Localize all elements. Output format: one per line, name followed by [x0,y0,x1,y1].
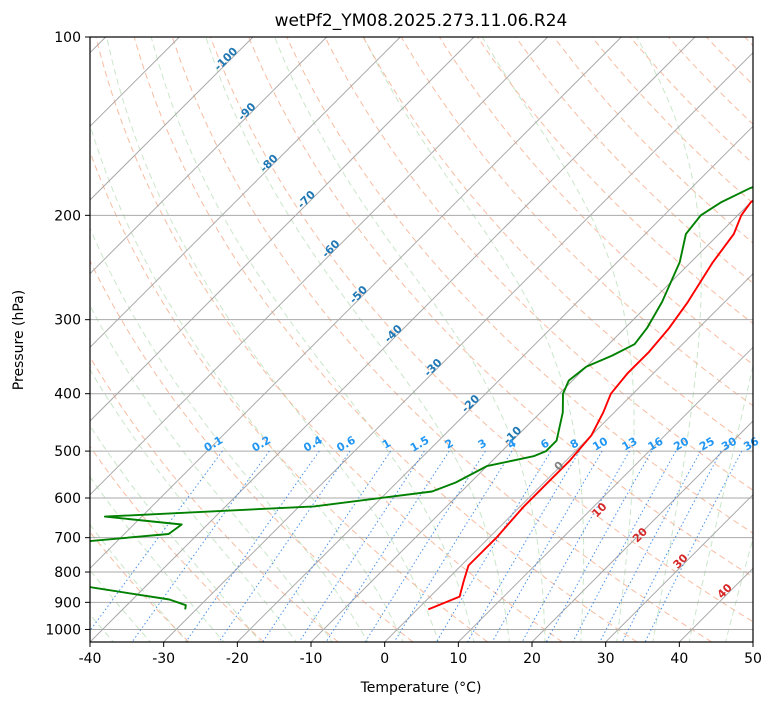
isotherm [90,37,549,496]
isotherm [310,199,753,642]
isotherm [531,420,753,642]
x-tick-label: -30 [152,651,175,667]
dry-adiabat [477,37,753,325]
isotherm [163,51,753,642]
mixing-ratio-line [621,450,722,642]
isotherm [384,272,753,642]
y-tick-label: 500 [54,444,81,460]
mixing-ratio-line [599,450,701,642]
mixing-ratio-line [545,450,653,642]
isotherm [90,37,696,642]
dry-adiabat [515,37,753,284]
x-tick-label: 0 [380,651,389,667]
sounding-layer [90,186,753,611]
dry-adiabat [591,37,753,204]
x-tick-label: -20 [226,651,249,667]
dewpoint-profile [90,186,753,610]
mixing-ratio-line [185,450,320,642]
x-tick-label: 40 [670,651,688,667]
isotherm [236,125,753,642]
x-tick-label: -10 [300,651,323,667]
mixing-ratio-line [644,450,743,642]
moist-adiabat [90,523,188,642]
moist-adiabat [90,226,369,642]
isotherm [457,346,753,642]
x-axis-label: Temperature (°C) [360,680,482,696]
isotherm [90,37,622,570]
dry-adiabat [171,37,712,642]
moist-adiabat [90,123,404,642]
mixing-ratio-line [298,450,425,642]
mixing-ratio-line [218,450,351,642]
dry-adiabat [324,37,753,491]
y-tick-label: 1000 [45,622,81,638]
mixing-ratio-line [262,450,392,642]
grid-layer [90,37,753,642]
y-tick-label: 600 [54,491,81,507]
x-tick-label: 50 [744,651,762,667]
plot-background [90,37,753,642]
moist-adiabat [90,368,297,642]
x-tick-label: -40 [79,651,102,667]
moist-adiabat [90,424,261,642]
chart-title: wetPf2_YM08.2025.273.11.06.R24 [275,11,568,31]
x-tick-label: 10 [449,651,467,667]
dry-adiabat [210,37,753,623]
y-tick-label: 100 [54,30,81,46]
isotherm [90,37,328,275]
y-tick-label: 300 [54,313,81,329]
isotherm [90,37,475,422]
moist-adiabat [90,476,225,642]
dry-adiabat [95,37,563,642]
dry-adiabat [90,445,264,642]
x-tick-label: 20 [523,651,541,667]
y-tick-label: 200 [54,208,81,224]
axis-ticks-layer: -40 -30 -20 -10 0 10 20 30 40 50 100 200 300 400 500 60… [45,30,762,667]
y-tick-label: 400 [54,387,81,403]
mixing-ratio-line [393,450,513,642]
temperature-profile [427,199,753,611]
plot-frame [89,36,754,643]
mixing-ratio-line [491,450,603,642]
y-tick-label: 700 [54,531,81,547]
dry-adiabat [248,37,753,578]
dry-adiabat [400,37,753,407]
mixing-ratio-line [521,450,630,642]
isotherm [605,493,753,642]
isotherm [90,37,254,201]
isotherm [90,37,401,349]
dry-adiabat [629,37,753,165]
dry-adiabat [133,37,638,642]
mixing-ratio-line [572,450,677,642]
y-tick-label: 800 [54,565,81,581]
dry-adiabat [90,259,414,642]
y-tick-label: 900 [54,595,81,611]
mixing-ratio-line [90,450,223,632]
x-tick-label: 30 [597,651,615,667]
y-axis-label: Pressure (hPa) [11,290,27,390]
